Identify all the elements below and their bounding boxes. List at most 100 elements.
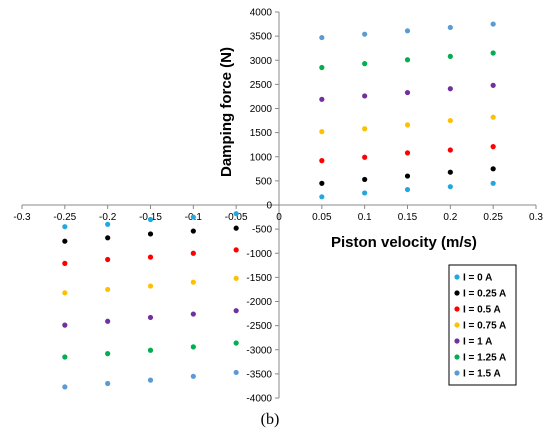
- data-point: [147, 314, 154, 321]
- legend-box: [448, 264, 517, 386]
- data-point: [404, 89, 411, 96]
- data-point: [147, 283, 154, 289]
- data-point: [190, 344, 196, 350]
- data-point: [147, 216, 154, 223]
- y-tick-label: -1500: [246, 273, 272, 284]
- data-point: [233, 225, 239, 231]
- data-point: [447, 147, 453, 153]
- data-point: [233, 247, 239, 253]
- data-point: [490, 21, 496, 27]
- x-tick-label: 0.25: [483, 212, 503, 223]
- data-point: [319, 34, 325, 41]
- data-point: [105, 256, 111, 263]
- data-point: [362, 31, 368, 37]
- y-tick-label: 4000: [250, 8, 273, 19]
- data-point: [319, 129, 325, 135]
- series-3: [62, 114, 496, 296]
- data-point: [62, 354, 68, 360]
- data-point: [319, 96, 325, 102]
- data-point: [105, 351, 111, 357]
- data-point: [362, 61, 368, 67]
- data-point: [447, 117, 453, 124]
- y-axis-title: Damping force (N): [218, 47, 235, 177]
- data-point: [105, 221, 111, 227]
- data-point: [190, 373, 196, 379]
- y-tick-label: 500: [255, 176, 272, 187]
- data-point: [319, 64, 325, 71]
- y-tick-label: -2500: [246, 321, 272, 332]
- series-4: [62, 82, 496, 328]
- data-point: [62, 238, 68, 244]
- legend-marker: [454, 290, 460, 296]
- data-point: [362, 93, 368, 99]
- data-point: [490, 50, 496, 56]
- data-point: [62, 384, 68, 390]
- data-point: [233, 369, 239, 376]
- data-point: [233, 211, 239, 217]
- data-point: [233, 308, 239, 314]
- data-point: [404, 173, 411, 179]
- x-tick-label: 0.15: [398, 212, 418, 223]
- data-point: [404, 150, 411, 156]
- series-6: [62, 21, 496, 390]
- data-point: [147, 377, 154, 383]
- data-point: [319, 180, 325, 186]
- data-point: [490, 114, 496, 120]
- y-tick-label: -2000: [246, 297, 272, 308]
- data-point: [147, 347, 154, 353]
- data-point: [62, 290, 68, 296]
- series-5: [62, 50, 496, 360]
- data-point: [233, 340, 239, 346]
- y-tick-label: 0: [266, 201, 272, 212]
- y-tick-label: 1500: [250, 128, 273, 139]
- y-tick-label: 2500: [250, 80, 273, 91]
- data-point: [447, 53, 453, 59]
- data-point: [319, 194, 325, 200]
- data-point: [62, 224, 68, 230]
- data-point: [190, 250, 196, 256]
- legend: I = 0 A I = 0.25 A I = 0.5 A I = 0.75 A I = …: [448, 264, 517, 386]
- data-point: [190, 228, 196, 234]
- x-tick-label: 0.2: [443, 212, 457, 223]
- y-tick-label: 3000: [250, 56, 273, 67]
- data-point: [190, 214, 196, 220]
- legend-marker: [454, 322, 460, 328]
- y-tick-label: 2000: [250, 104, 273, 115]
- data-point: [62, 322, 68, 328]
- legend-marker: [454, 370, 460, 376]
- data-point: [447, 169, 453, 175]
- data-point: [447, 86, 453, 92]
- data-point: [404, 28, 411, 34]
- legend-label: I = 0.25 A: [463, 289, 506, 300]
- data-point: [490, 166, 496, 172]
- data-point: [147, 231, 154, 237]
- data-point: [147, 254, 154, 260]
- y-tick-label: -1000: [246, 249, 272, 260]
- legend-marker: [454, 354, 460, 360]
- x-tick-label: 0.3: [529, 212, 543, 223]
- data-point: [62, 260, 68, 266]
- axes: [21, 11, 537, 399]
- data-point: [105, 286, 111, 293]
- legend-label: I = 1 A: [463, 337, 492, 348]
- y-tick-label: 3500: [250, 32, 273, 43]
- data-point: [362, 176, 368, 183]
- y-tick-label: -3000: [246, 345, 272, 356]
- legend-label: I = 1.5 A: [463, 369, 501, 380]
- data-point: [233, 275, 239, 281]
- data-point: [404, 186, 411, 193]
- x-tick-label: 0.05: [312, 212, 332, 223]
- data-point: [404, 122, 411, 128]
- series-1: [62, 166, 496, 244]
- data-point: [447, 184, 453, 190]
- y-tick-label: -500: [252, 225, 272, 236]
- legend-label: I = 0 A: [463, 273, 492, 284]
- legend-label: I = 0.5 A: [463, 305, 501, 316]
- data-points: [62, 21, 496, 390]
- y-tick-label: -3500: [246, 369, 272, 380]
- x-tick-label: 0: [276, 212, 282, 223]
- data-point: [190, 311, 196, 317]
- data-point: [105, 235, 111, 241]
- y-tick-label: -4000: [246, 394, 272, 405]
